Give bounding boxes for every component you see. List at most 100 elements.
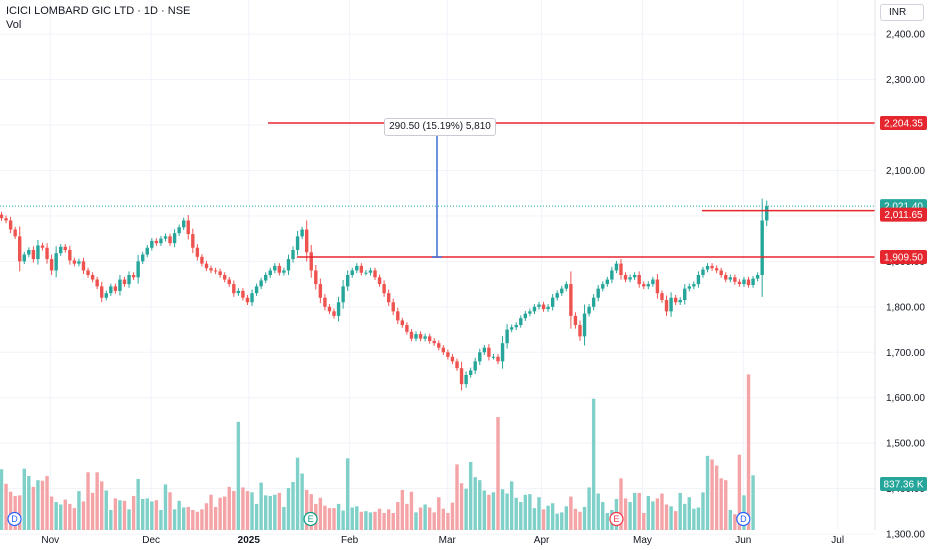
candle-body	[582, 313, 587, 337]
volume-tag-bg	[880, 477, 927, 491]
time-axis-tick: Apr	[534, 535, 550, 546]
candle-body	[619, 263, 623, 275]
candle-body	[673, 297, 678, 303]
volume-bar	[100, 481, 104, 530]
candle-body	[0, 214, 4, 219]
candle-body	[491, 356, 496, 358]
symbol-title[interactable]: ICICI LOMBARD GIC LTD · 1D · NSE	[6, 5, 191, 17]
volume-bar	[63, 499, 67, 530]
event-marker[interactable]	[609, 511, 624, 527]
volume-bar	[450, 502, 455, 530]
candle-body	[487, 347, 491, 357]
candle-body	[765, 206, 769, 221]
candle-body	[733, 277, 737, 282]
volume-bar	[318, 497, 323, 530]
volume-bar	[423, 504, 427, 530]
volume-bar	[341, 510, 345, 530]
event-marker[interactable]	[7, 511, 22, 527]
candle-body	[86, 270, 90, 275]
volume-bar	[737, 454, 742, 530]
volume-bar	[382, 512, 386, 530]
candle-body	[637, 275, 641, 285]
volume-bar	[336, 503, 341, 530]
volume-bar	[136, 478, 140, 530]
volume-bar	[227, 486, 231, 530]
candle-body	[382, 284, 386, 294]
volume-bar	[569, 496, 573, 530]
candle-body	[437, 343, 441, 348]
volume-bar	[54, 502, 58, 530]
volume-bar	[141, 499, 145, 530]
volume-indicator-label[interactable]: Vol	[6, 19, 22, 31]
candle-body	[218, 271, 222, 275]
candle-body	[755, 275, 760, 279]
volume-bar	[282, 506, 286, 530]
volume-bar	[186, 506, 190, 530]
volume-bar	[150, 501, 154, 530]
time-axis-tick: Dec	[142, 535, 160, 546]
candle-body	[327, 306, 332, 312]
candle-body	[27, 250, 31, 255]
candle-body	[655, 279, 660, 294]
candle-body	[505, 329, 509, 344]
candle-body	[683, 288, 687, 300]
candle-body	[578, 325, 582, 337]
volume-bar	[163, 484, 168, 530]
candle-body	[414, 334, 418, 339]
candle-body	[377, 277, 382, 285]
candle-body	[40, 245, 45, 248]
volume-bar	[27, 475, 31, 530]
volume-bar	[573, 508, 578, 530]
candle-body	[696, 275, 701, 285]
candle-body	[300, 229, 304, 237]
volume-bar	[651, 501, 655, 530]
volume-bar	[49, 496, 54, 530]
volume-bar	[259, 482, 263, 530]
currency-button[interactable]: INR	[880, 4, 924, 21]
candle-body	[31, 250, 36, 260]
volume-bar	[459, 483, 464, 530]
candle-body	[36, 245, 40, 260]
price-level-tag: 2,204.35	[884, 119, 923, 130]
volume-bar	[391, 512, 395, 530]
event-marker[interactable]	[303, 511, 318, 527]
volume-bar	[232, 491, 236, 530]
candle-body	[100, 286, 104, 298]
candle-body	[464, 375, 468, 385]
volume-bar	[523, 494, 528, 530]
volume-bar	[405, 503, 409, 530]
price-axis-tick: 2,300.00	[886, 75, 925, 86]
candle-body	[541, 304, 546, 310]
volume-bar	[550, 503, 555, 530]
time-axis-tick: Jul	[831, 535, 844, 546]
volume-bar	[632, 492, 637, 530]
price-level-tag: 1,909.50	[884, 253, 923, 264]
volume-bar	[487, 494, 491, 530]
candle-body	[569, 284, 573, 316]
candle-body	[509, 327, 514, 330]
volume-bar	[468, 461, 473, 530]
volume-bar	[678, 492, 682, 530]
volume-bar	[241, 487, 245, 530]
candle-body	[742, 279, 746, 285]
volume-bar	[482, 490, 487, 530]
volume-bar	[90, 492, 95, 530]
volume-bar	[18, 495, 22, 530]
volume-bar	[578, 511, 582, 530]
candle-body	[459, 368, 464, 385]
candle-body	[628, 277, 632, 280]
volume-bar	[478, 480, 482, 530]
candle-body	[263, 275, 268, 281]
volume-bar	[427, 507, 432, 530]
candle-body	[277, 265, 282, 273]
candle-body	[59, 246, 63, 254]
volume-bar	[31, 486, 36, 530]
volume-bar	[304, 489, 309, 530]
volume-bar	[746, 374, 751, 530]
event-marker[interactable]	[736, 511, 751, 527]
volume-bar	[692, 508, 696, 530]
candle-body	[519, 318, 523, 325]
candle-body	[63, 246, 67, 250]
